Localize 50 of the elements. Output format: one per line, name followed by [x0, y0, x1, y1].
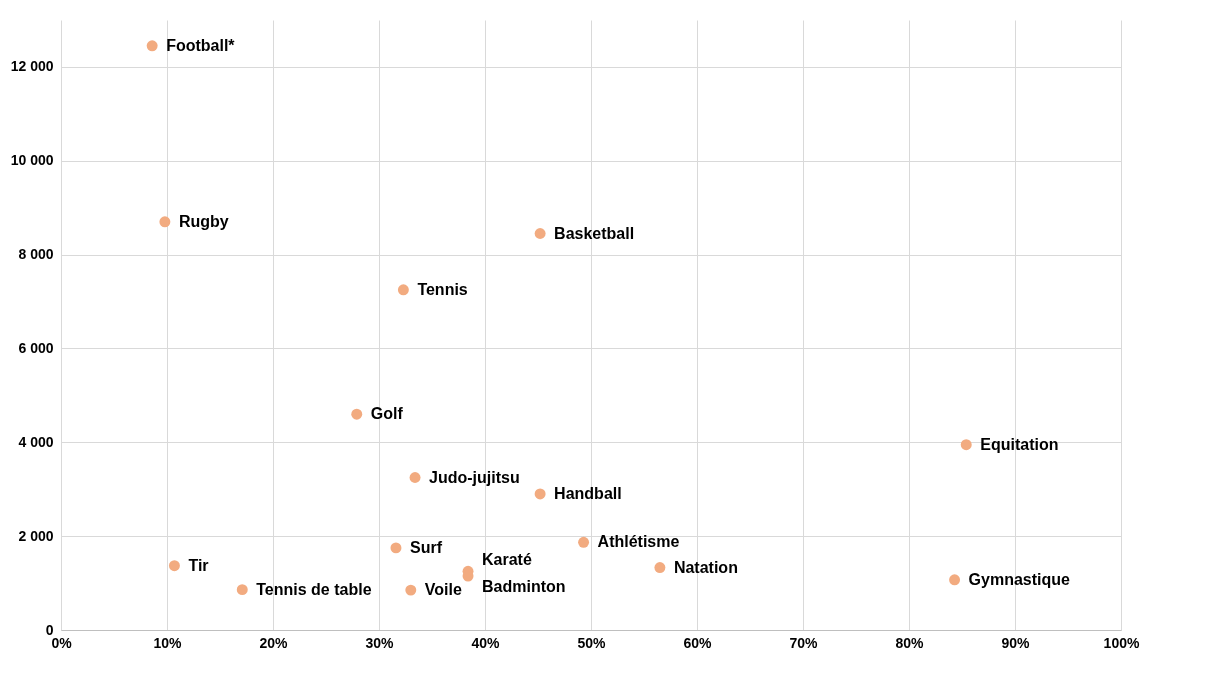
x-tick-label: 70% [789, 634, 819, 651]
x-tick-label: 60% [683, 634, 713, 651]
annotation: Judo-jujitsu [429, 468, 520, 486]
y-tick-label: 12 000 [10, 58, 54, 75]
x-tick-label: 20% [259, 634, 289, 651]
annotation: Rugby [178, 212, 229, 230]
point [949, 574, 961, 586]
annotation: Tir [188, 556, 209, 574]
annotation: Natation [673, 558, 738, 576]
point [654, 562, 666, 574]
point [578, 536, 590, 548]
y-tick-label: 4 000 [18, 433, 54, 450]
point [236, 584, 248, 596]
y-tick-label: 6 000 [18, 339, 54, 356]
x-tick-label: 40% [471, 634, 501, 651]
annotation: Golf [370, 405, 404, 423]
x-tick-label: 0% [51, 634, 73, 651]
x-tick-label: 90% [1001, 634, 1031, 651]
annotation: Basketball [554, 224, 635, 242]
annotation: Handball [554, 484, 622, 502]
annotation: Voile [424, 581, 462, 599]
point [409, 472, 421, 483]
point [159, 216, 171, 228]
annotation: Gymnastique [968, 570, 1071, 588]
annotation: Karaté [482, 551, 532, 569]
y-tick-label: 0 [45, 621, 54, 638]
point [351, 408, 363, 420]
annotation: Surf [409, 538, 443, 556]
point [534, 228, 546, 239]
annotation: Tennis [417, 280, 468, 298]
point [168, 560, 180, 572]
x-tick-label: 30% [365, 634, 395, 651]
point [960, 439, 972, 451]
x-tick-label: 50% [577, 634, 607, 651]
annotation: Badminton [482, 578, 566, 596]
annotation: Tennis de table [256, 580, 372, 598]
point [146, 40, 158, 52]
point [405, 584, 417, 596]
x-tick-label: 100% [1103, 634, 1140, 651]
x-tick-label: 80% [895, 634, 925, 651]
annotation: Football* [166, 36, 236, 54]
point [397, 284, 409, 296]
y-tick-label: 2 000 [18, 527, 54, 544]
y-tick-label: 10 000 [10, 152, 54, 169]
point [390, 542, 402, 554]
point [534, 488, 546, 500]
x-tick-label: 10% [153, 634, 183, 651]
annotation: Equitation [980, 435, 1059, 453]
y-tick-label: 8 000 [18, 246, 54, 263]
annotation: Athlétisme [597, 533, 680, 551]
